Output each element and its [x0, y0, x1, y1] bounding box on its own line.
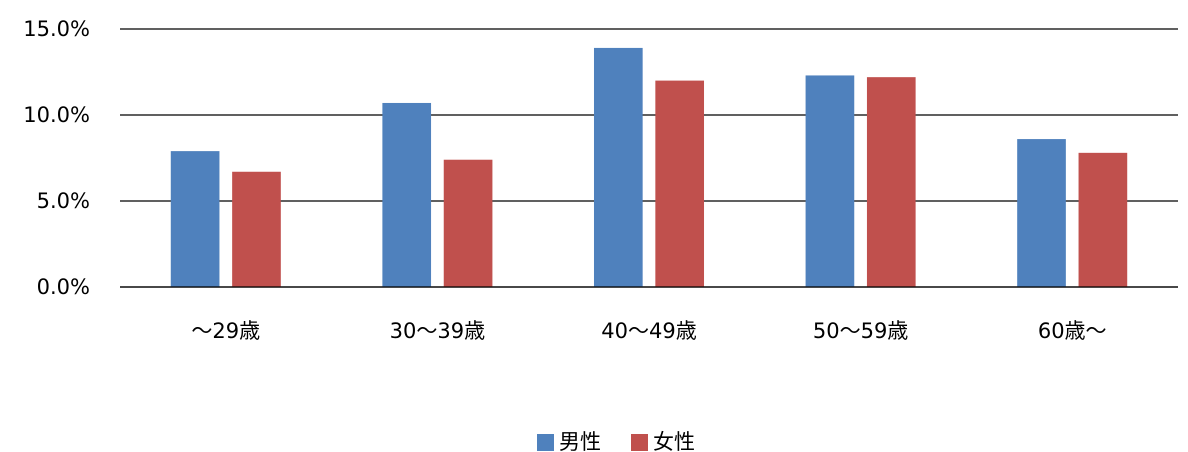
x-category-label: 50〜59歳 [813, 319, 908, 343]
bar-female [655, 80, 705, 287]
bar-female [866, 77, 916, 287]
bar-female [443, 159, 493, 287]
bar-male [170, 151, 220, 287]
y-tick-label: 10.0% [23, 103, 90, 127]
bar-female [1078, 152, 1128, 287]
bar-male [382, 102, 432, 288]
legend: 男性 女性 [537, 430, 695, 452]
bar-male [1017, 139, 1066, 287]
bar-male [593, 47, 643, 287]
legend-label: 女性 [653, 430, 695, 452]
y-tick-label: 5.0% [37, 189, 90, 213]
y-tick-label: 15.0% [23, 17, 90, 41]
bar-female [232, 171, 281, 287]
legend-swatch [537, 434, 554, 451]
x-axis-category-labels: 〜29歳 30〜39歳 40〜49歳 50〜59歳 60歳〜 [191, 319, 1106, 343]
legend-label: 男性 [559, 430, 601, 452]
y-tick-label: 0.0% [37, 275, 90, 299]
legend-swatch [631, 434, 648, 451]
x-category-label: 〜29歳 [191, 319, 260, 343]
x-category-label: 40〜49歳 [601, 319, 696, 343]
x-category-label: 60歳〜 [1038, 319, 1107, 343]
x-category-label: 30〜39歳 [390, 319, 485, 343]
bars [120, 47, 1178, 288]
bar-male [805, 75, 855, 287]
y-axis-tick-labels: 0.0% 5.0% 10.0% 15.0% [23, 17, 90, 299]
